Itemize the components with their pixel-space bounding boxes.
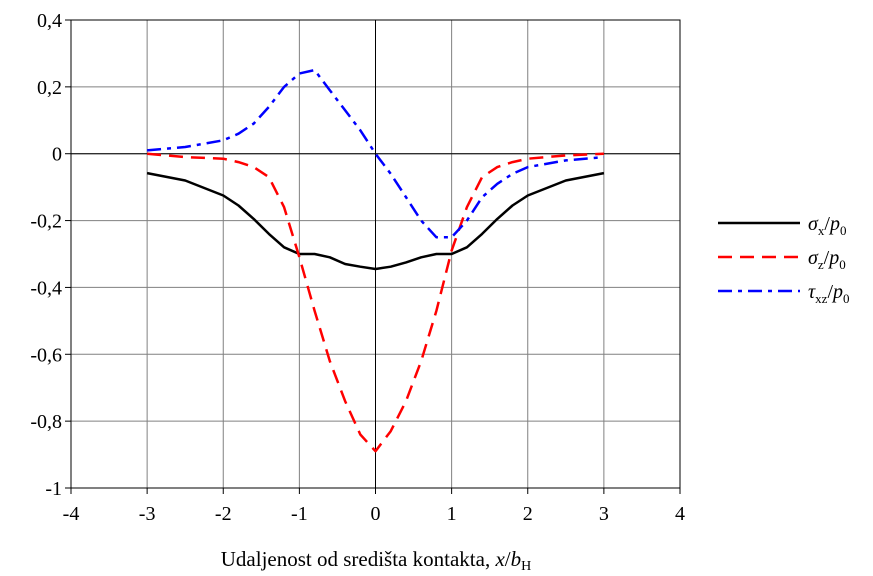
y-tick-label: 0,2 <box>37 77 62 99</box>
x-tick-label: 3 <box>599 503 609 525</box>
x-tick-labels: -4 -3 -2 -1 0 1 2 3 4 <box>63 488 685 525</box>
series-line-0 <box>146 171 605 271</box>
y-tick-label: -0,2 <box>30 211 62 233</box>
series-line-1 <box>146 152 604 453</box>
x-axis-label: Udaljenost od središta kontakta, x/bH <box>221 547 532 574</box>
y-tick-label: 0,4 <box>37 10 62 32</box>
x-tick-label: 1 <box>447 503 457 525</box>
y-tick-label: -0,6 <box>30 344 62 366</box>
y-tick-label: -1 <box>45 478 62 500</box>
legend: σx/p0 σz/p0 τxz/p0 <box>718 213 850 306</box>
x-tick-label: 0 <box>371 503 381 525</box>
series-lines <box>146 68 605 453</box>
legend-label-1: σz/p0 <box>808 247 846 272</box>
x-tick-label: 4 <box>675 503 685 525</box>
y-tick-label: -0,4 <box>30 277 62 299</box>
y-tick-label: -0,8 <box>30 411 62 433</box>
series-line-2 <box>146 68 605 239</box>
y-tick-labels: 0,4 0,2 0 -0,2 -0,4 -0,6 -0,8 -1 <box>30 10 71 500</box>
axes <box>70 19 681 489</box>
legend-label-2: τxz/p0 <box>808 281 850 306</box>
x-tick-label: -2 <box>215 503 232 525</box>
x-tick-label: -1 <box>291 503 308 525</box>
y-tick-label: 0 <box>52 144 62 166</box>
x-tick-label: 2 <box>523 503 533 525</box>
x-tick-label: -3 <box>139 503 156 525</box>
x-tick-label: -4 <box>63 503 80 525</box>
legend-label-0: σx/p0 <box>808 213 846 238</box>
